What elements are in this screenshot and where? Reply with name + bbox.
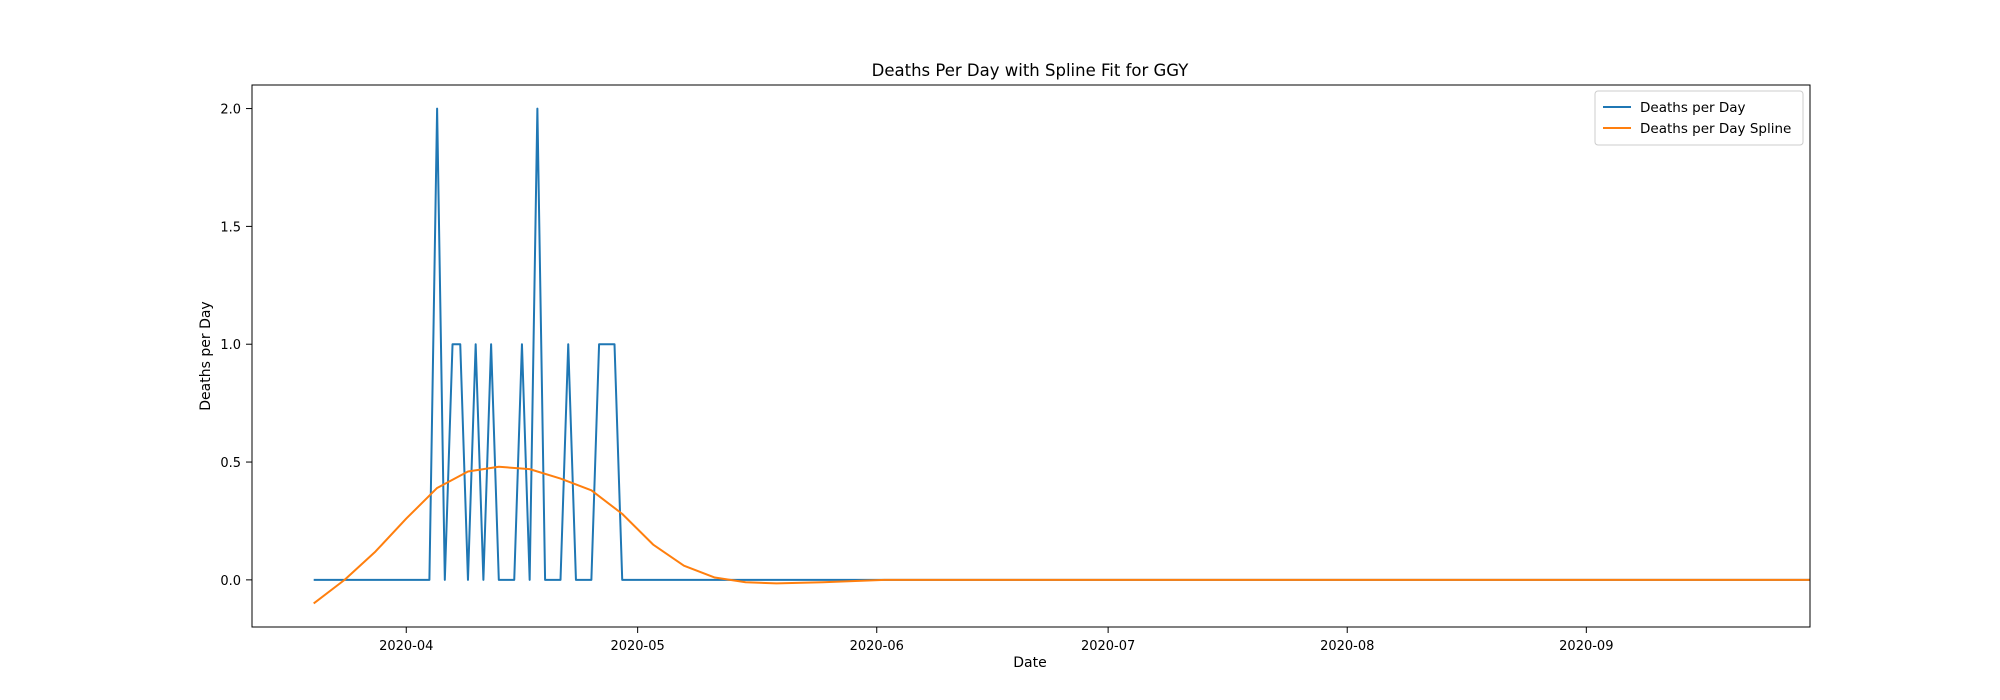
legend-label: Deaths per Day xyxy=(1640,100,1746,116)
y-axis: 0.0 0.5 1.0 1.5 2.0 xyxy=(220,103,252,589)
y-tick-label: 0.5 xyxy=(220,456,241,471)
legend-label: Deaths per Day Spline xyxy=(1640,121,1791,137)
y-tick-label: 2.0 xyxy=(220,103,241,118)
x-axis-label: Date xyxy=(1013,655,1046,671)
x-tick-label: 2020-05 xyxy=(610,639,664,654)
series-line-0 xyxy=(313,107,1810,581)
x-tick-label: 2020-06 xyxy=(850,639,904,654)
x-tick-label: 2020-07 xyxy=(1081,639,1135,654)
legend: Deaths per Day Deaths per Day Spline xyxy=(1594,90,1804,146)
y-tick-label: 0.0 xyxy=(220,574,241,589)
y-tick-label: 1.0 xyxy=(220,338,241,353)
plot-frame xyxy=(251,84,1811,628)
x-tick-label: 2020-08 xyxy=(1320,639,1374,654)
legend-box xyxy=(1594,90,1804,146)
x-tick-label: 2020-09 xyxy=(1559,639,1613,654)
chart-title: Deaths Per Day with Spline Fit for GGY xyxy=(872,61,1190,80)
x-axis: 2020-04 2020-05 2020-06 2020-07 2020-08 2020-… xyxy=(379,627,1613,654)
y-axis-label: Deaths per Day xyxy=(198,301,214,410)
series-layer xyxy=(313,107,1810,605)
y-tick-label: 1.5 xyxy=(220,220,241,235)
series-line-1 xyxy=(313,465,1810,605)
x-tick-label: 2020-04 xyxy=(379,639,433,654)
